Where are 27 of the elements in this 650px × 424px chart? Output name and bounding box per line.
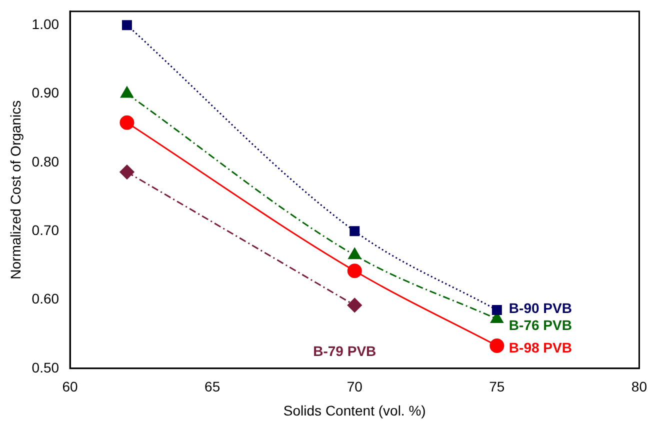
y-tick-label: 0.90 [32,84,60,101]
y-tick-label: 0.70 [32,222,60,238]
point [122,20,132,30]
series-label: B-76 PVB [508,316,572,333]
y-tick-label: 0.60 [32,290,60,307]
x-tick-label: 70 [346,378,363,395]
point [347,264,362,278]
series-label: B-90 PVB [508,300,572,316]
point [120,164,134,180]
x-tick-label: 60 [62,378,78,395]
y-tick-label: 1.00 [32,16,60,32]
point [490,338,504,353]
point [348,248,362,260]
point [492,305,502,316]
point [347,298,362,312]
series-label: B-98 PVB [508,340,572,356]
x-axis-title: Solids Content (vol. %) [283,402,426,418]
text: B-79 PVB [313,343,376,360]
y-axis-title: Normalized Cost of Organics [7,100,24,280]
x-tick-label: 75 [489,378,505,395]
point [350,226,360,236]
point [120,86,134,98]
x-tick-label: 80 [631,378,648,395]
x-tick-label: 65 [204,378,220,395]
y-tick-label: 0.50 [32,359,60,376]
y-tick-label: 0.80 [32,153,60,170]
point [120,115,134,130]
